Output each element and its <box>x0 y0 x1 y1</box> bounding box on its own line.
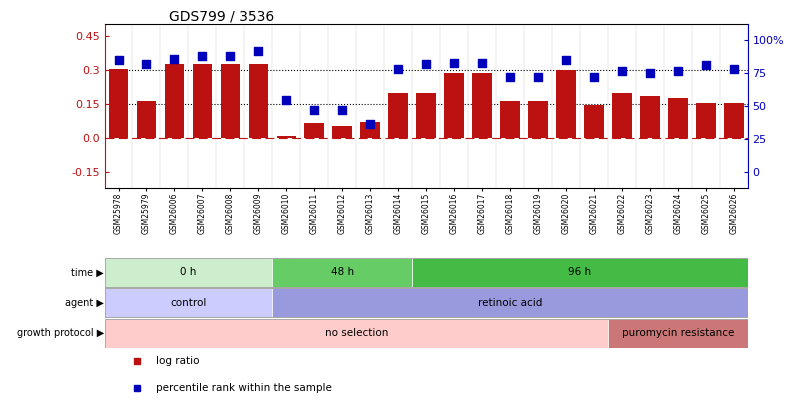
Text: no selection: no selection <box>324 328 387 338</box>
Bar <box>165 64 184 138</box>
Point <box>279 96 292 103</box>
Bar <box>412 258 747 287</box>
Bar <box>104 258 272 287</box>
Bar <box>104 318 607 347</box>
Bar <box>388 93 407 138</box>
Text: GDS799 / 3536: GDS799 / 3536 <box>169 9 274 23</box>
Point <box>336 107 349 113</box>
Bar <box>137 100 156 138</box>
Point <box>671 67 683 74</box>
Text: percentile rank within the sample: percentile rank within the sample <box>156 383 332 393</box>
Text: time ▶: time ▶ <box>71 267 104 277</box>
Bar <box>556 70 575 138</box>
Point <box>447 60 460 66</box>
Point <box>224 53 237 59</box>
Text: 0 h: 0 h <box>180 267 197 277</box>
Point <box>727 66 740 72</box>
Bar <box>667 98 687 138</box>
Bar <box>695 103 715 138</box>
Text: control: control <box>170 298 206 308</box>
Point <box>112 57 124 63</box>
Point <box>531 74 544 81</box>
Point <box>642 70 655 77</box>
Point <box>140 61 153 67</box>
Text: growth protocol ▶: growth protocol ▶ <box>17 328 104 338</box>
Point <box>251 47 264 54</box>
Bar <box>723 103 743 138</box>
Bar <box>639 96 658 138</box>
Point <box>559 57 572 63</box>
Bar <box>471 73 491 138</box>
Bar <box>272 288 747 318</box>
Bar <box>444 73 463 138</box>
Point <box>699 62 711 68</box>
Bar <box>104 288 272 318</box>
Text: puromycin resistance: puromycin resistance <box>621 328 733 338</box>
Bar <box>108 69 128 138</box>
Text: retinoic acid: retinoic acid <box>477 298 541 308</box>
Point <box>196 53 209 59</box>
Bar <box>332 126 352 138</box>
Text: agent ▶: agent ▶ <box>65 298 104 308</box>
Bar <box>607 318 747 347</box>
Point <box>391 66 404 72</box>
Bar <box>272 258 412 287</box>
Point <box>363 120 376 127</box>
Point <box>503 74 516 81</box>
Bar <box>584 105 603 138</box>
Bar <box>248 64 267 138</box>
Bar <box>220 64 240 138</box>
Bar <box>528 100 547 138</box>
Text: 96 h: 96 h <box>568 267 591 277</box>
Bar <box>416 93 435 138</box>
Bar <box>499 100 520 138</box>
Point <box>614 67 627 74</box>
Point <box>587 74 600 81</box>
Text: log ratio: log ratio <box>156 356 199 367</box>
Point <box>168 55 181 62</box>
Text: 48 h: 48 h <box>330 267 353 277</box>
Bar <box>360 122 380 138</box>
Bar <box>304 124 324 138</box>
Bar <box>193 64 212 138</box>
Point <box>475 60 488 66</box>
Bar <box>276 136 296 138</box>
Point <box>308 107 320 113</box>
Point <box>419 61 432 67</box>
Bar <box>611 93 631 138</box>
